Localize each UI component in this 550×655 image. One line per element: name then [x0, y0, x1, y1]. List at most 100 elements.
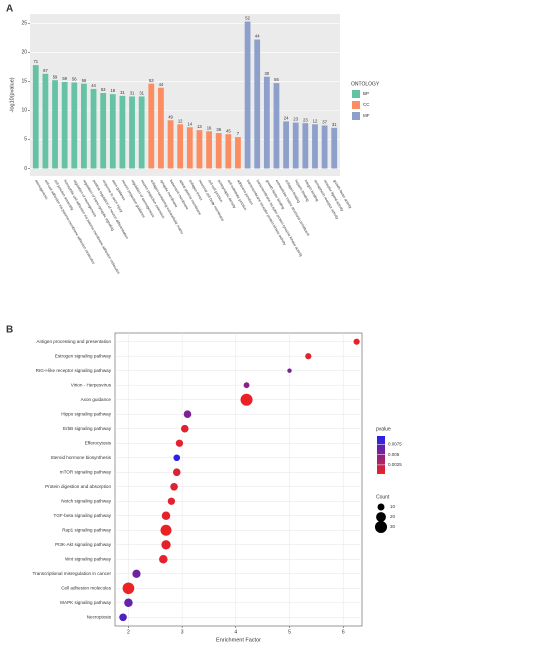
bar: [100, 92, 107, 169]
count-label: 23: [293, 117, 298, 122]
count-label: 49: [168, 114, 173, 119]
count-label: 56: [274, 77, 279, 82]
x-axis-label: Enrichment Factor: [216, 637, 261, 643]
y-tick-label: Estrogen signaling pathway: [55, 353, 112, 358]
count-label: 53: [101, 87, 106, 92]
bar: [42, 73, 49, 169]
count-label: 56: [82, 78, 87, 83]
y-tick-label: Efferocytosis: [85, 440, 112, 445]
count-label: 16: [207, 125, 212, 130]
panel-label: A: [6, 4, 13, 15]
point: [119, 613, 127, 622]
point: [159, 555, 168, 564]
count-label: 36: [216, 127, 221, 132]
legend-key: [352, 101, 360, 109]
colorbar-label: 0.0075: [388, 441, 402, 446]
count-label: 24: [284, 116, 289, 121]
y-tick-label: 15: [21, 79, 27, 85]
bar: [302, 123, 309, 169]
count-label: 53: [149, 78, 154, 83]
count-label: 56: [72, 77, 77, 82]
bar: [119, 95, 126, 169]
size-label: 10: [390, 504, 396, 509]
count-label: 31: [120, 90, 125, 95]
count-label: 12: [178, 118, 183, 123]
point: [122, 582, 135, 595]
y-tick-label: Transcriptional misregulation in cancer: [33, 571, 112, 576]
x-tick-label: 2: [127, 629, 130, 635]
y-tick-label: Necroptosis: [87, 615, 112, 620]
bar: [61, 81, 68, 169]
bar: [196, 130, 203, 169]
count-label: 67: [43, 68, 48, 73]
point: [287, 368, 292, 373]
size-key: [377, 503, 385, 511]
y-tick-label: 0: [24, 166, 27, 172]
point: [170, 482, 178, 491]
bar: [167, 120, 174, 169]
colorbar-label: 0.0025: [388, 462, 402, 467]
x-tick-label: transmembrane receptor protein tyrosine …: [256, 179, 304, 258]
bar: [215, 133, 222, 169]
point: [172, 468, 181, 477]
y-tick-label: PI3K-Akt signaling pathway: [55, 542, 112, 547]
x-tick-label: 4: [234, 629, 237, 635]
count-label: 13: [197, 124, 202, 129]
y-tick-label: Antigen processing and presentation: [36, 339, 111, 344]
count-label: 14: [187, 121, 192, 126]
y-tick-label: 20: [21, 50, 27, 56]
count-label: 71: [33, 59, 38, 64]
point: [243, 382, 250, 389]
count-label: 23: [303, 117, 308, 122]
bar: [129, 96, 135, 169]
size-key: [376, 512, 386, 522]
count-label: 59: [62, 76, 67, 81]
count-label: 37: [322, 120, 327, 125]
point: [132, 569, 141, 578]
point: [240, 393, 253, 406]
x-tick-label: 3: [181, 629, 184, 635]
y-tick-label: Virion - Herpesvirus: [71, 382, 112, 387]
bar: [331, 127, 338, 169]
x-tick-label: 5: [288, 629, 291, 635]
legend-label: BP: [363, 91, 369, 96]
size-key: [374, 520, 388, 534]
bar: [273, 83, 280, 169]
legend-label: CC: [363, 102, 370, 107]
y-tick-label: TGF-beta signaling pathway: [54, 513, 112, 518]
bar: [292, 122, 299, 169]
legend-title: ONTOLOGY: [351, 81, 380, 87]
count-label: 31: [130, 91, 135, 96]
size-label: 30: [390, 524, 396, 529]
y-tick-label: Axon guidance: [81, 397, 112, 402]
colorbar: [377, 436, 385, 474]
legend-key: [352, 90, 360, 98]
bar: [263, 76, 270, 169]
bar: [186, 127, 193, 169]
count-label: 31: [332, 122, 337, 127]
bar: [244, 21, 251, 169]
point: [124, 598, 133, 608]
bar: [225, 134, 232, 169]
y-tick-label: Notch signaling pathway: [61, 498, 111, 503]
count-label: 44: [159, 82, 164, 87]
plot-background: [114, 332, 363, 627]
bar: [321, 125, 328, 169]
y-tick-label: Hippo signaling pathway: [61, 411, 112, 416]
point: [161, 511, 171, 521]
point: [167, 497, 176, 505]
y-tick-label: mTOR signaling pathway: [60, 469, 112, 474]
y-tick-label: 5: [24, 137, 27, 143]
count-label: 52: [245, 16, 250, 21]
point: [173, 454, 181, 462]
point: [353, 338, 360, 345]
point: [161, 540, 171, 550]
y-tick-label: RIG-I-like receptor signaling pathway: [36, 368, 112, 373]
point: [183, 410, 192, 419]
count-label: 31: [139, 91, 144, 96]
y-tick-label: MAPK signaling pathway: [60, 600, 112, 605]
y-tick-label: ErbB signaling pathway: [63, 426, 112, 431]
legend-key: [352, 112, 360, 120]
bar: [254, 39, 261, 169]
y-tick-label: Cell adhesion molecules: [61, 586, 111, 591]
